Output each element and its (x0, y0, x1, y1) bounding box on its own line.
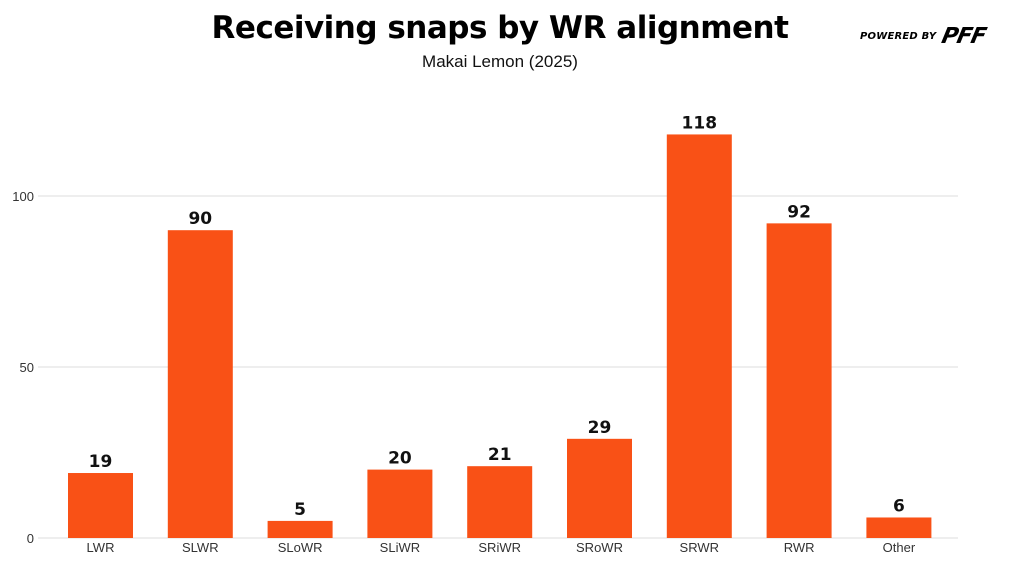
bar-rwr (766, 223, 832, 539)
bar-srwr (666, 134, 732, 538)
y-tick-label: 100 (12, 189, 34, 204)
x-axis-labels: LWR SLWR SLoWR SLiWR SRiWR SRoWR SRWR RWR Other (87, 540, 916, 555)
data-label: 5 (294, 500, 306, 520)
brand-badge: POWERED BY PFF (860, 24, 988, 49)
x-tick-label: SLiWR (380, 540, 420, 555)
brand-prefix: POWERED BY (860, 31, 937, 42)
data-label: 21 (488, 445, 512, 465)
data-label: 118 (682, 113, 718, 133)
bar-sliwr (367, 469, 433, 538)
bar-slowr (267, 520, 333, 538)
x-tick-label: SLWR (182, 540, 219, 555)
bar-other (866, 517, 932, 538)
bar-sriwr (467, 466, 533, 538)
chart-subtitle: Makai Lemon (2025) (422, 52, 578, 71)
y-tick-label: 0 (27, 531, 34, 546)
data-label: 29 (588, 418, 612, 438)
bar-slwr (167, 230, 233, 538)
data-label: 20 (388, 449, 412, 469)
bar-lwr (68, 473, 133, 538)
x-tick-label: RWR (784, 540, 815, 555)
data-label: 6 (893, 496, 905, 516)
x-tick-label: LWR (87, 540, 115, 555)
x-tick-label: SRWR (680, 540, 719, 555)
data-labels: 19 90 5 20 21 29 118 92 6 (89, 113, 905, 519)
chart-title: Receiving snaps by WR alignment (211, 10, 789, 46)
data-label: 92 (787, 202, 811, 222)
x-tick-label: SRiWR (478, 540, 521, 555)
data-label: 19 (89, 452, 113, 472)
y-axis-ticks: 0 50 100 (12, 189, 34, 546)
x-tick-label: Other (883, 540, 916, 555)
x-tick-label: SLoWR (278, 540, 323, 555)
x-tick-label: SRoWR (576, 540, 623, 555)
bars (68, 134, 932, 539)
bar-srowr (567, 438, 632, 538)
data-label: 90 (188, 209, 212, 229)
y-tick-label: 50 (20, 360, 34, 375)
